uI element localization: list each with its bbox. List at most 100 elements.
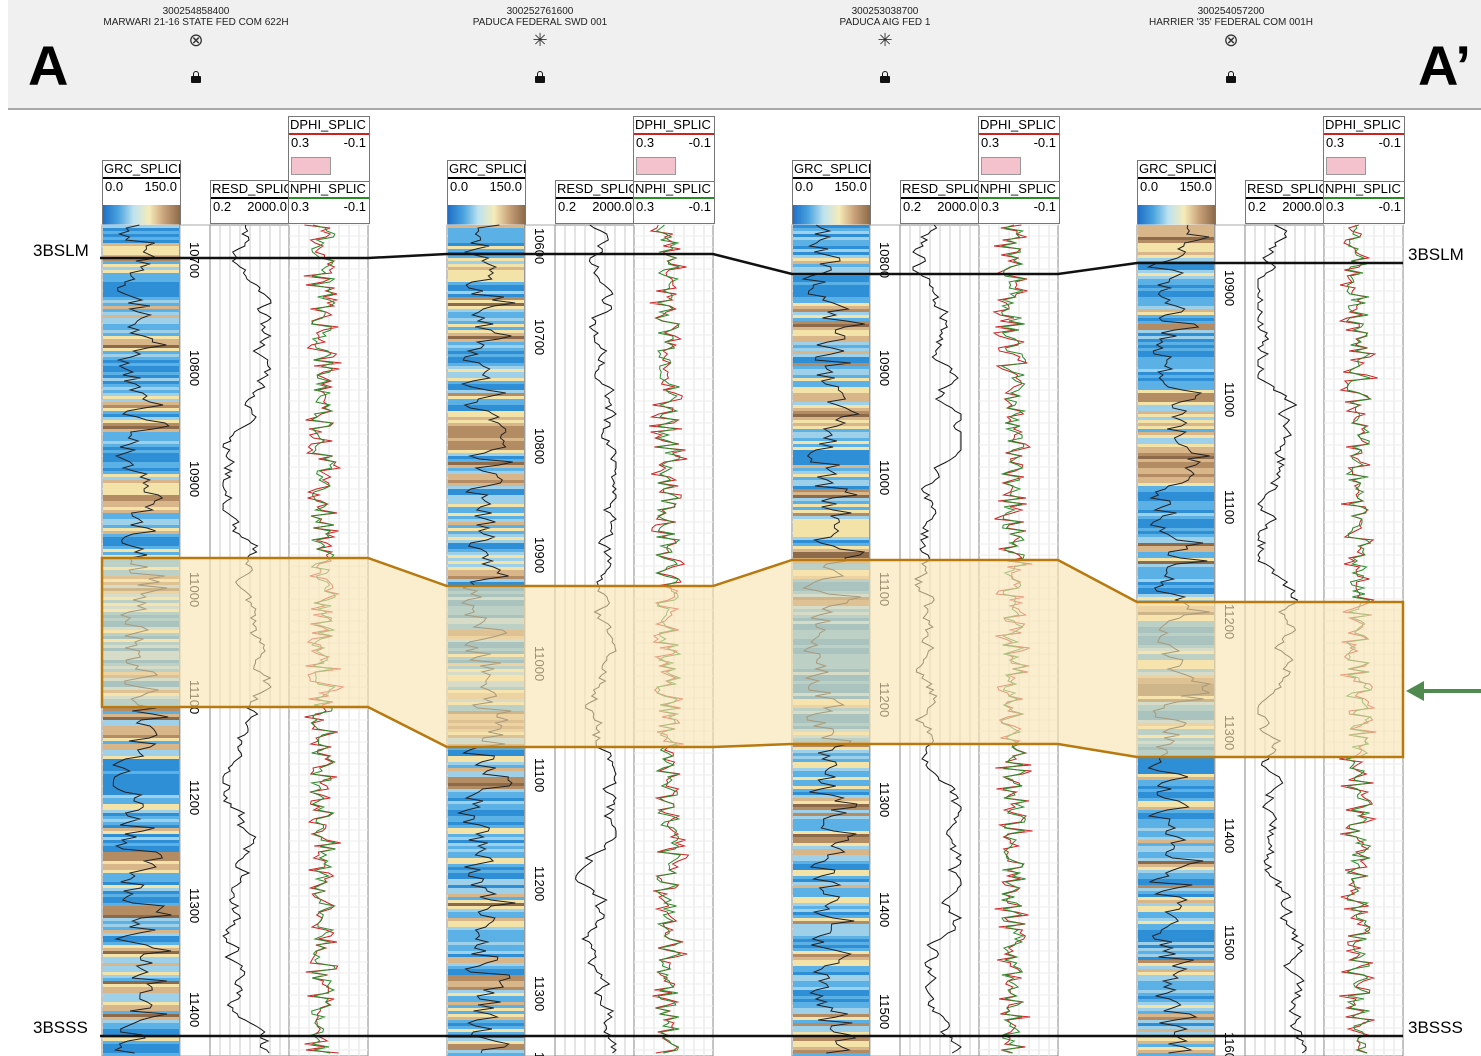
gr-fill-band [103,483,179,486]
gr-fill-band [103,291,179,294]
gr-fill-band [1138,993,1214,996]
gr-fill-band [103,813,179,816]
gr-fill-band [448,483,524,486]
gr-fill-band [1138,495,1214,498]
gr-fill-band [1138,822,1214,825]
gr-fill-band [793,387,869,390]
gr-fill-band [448,876,524,879]
gr-fill-band [1138,315,1214,318]
gr-fill-band [793,807,869,810]
gr-fill-band [103,852,179,855]
gr-fill-band [1138,885,1214,888]
gr-fill-band [103,492,179,495]
depth-tick-label: 10700 [187,242,202,278]
gr-fill-band [1138,480,1214,483]
depth-tick-label: 10800 [187,350,202,386]
gr-fill-band [448,819,524,822]
gr-fill-band [793,330,869,333]
gr-fill-band [448,276,524,279]
gr-fill-band [103,282,179,285]
gr-fill-band [448,381,524,384]
gr-fill-band [448,345,524,348]
gr-fill-band [1138,393,1214,396]
gr-fill-band [103,237,179,240]
gr-fill-band [793,285,869,288]
gr-fill-band [1138,330,1214,333]
gr-fill-band [1138,903,1214,906]
gr-fill-band [103,480,179,483]
gr-fill-band [103,246,179,249]
gr-fill-band [103,846,179,849]
gr-fill-band [103,1050,179,1053]
gr-fill-band [1138,996,1214,999]
gr-fill-band [448,393,524,396]
gr-fill-band [1138,423,1214,426]
gr-fill-band [448,768,524,771]
gr-fill-band [448,351,524,354]
gr-fill-band [448,873,524,876]
gr-fill-band [793,933,869,936]
gr-fill-band [793,855,869,858]
gr-fill-band [448,231,524,234]
depth-tick-label: 11500 [1222,925,1237,960]
gr-fill-band [1138,1047,1214,1050]
gr-fill-band [1138,936,1214,939]
gr-fill-band [103,351,179,354]
gr-fill-band [793,921,869,924]
gr-fill-band [1138,225,1214,228]
gr-fill-band [103,822,179,825]
gr-fill-band [103,981,179,984]
gr-fill-band [793,1047,869,1050]
gr-fill-band [793,981,869,984]
gr-fill-band [1138,1014,1214,1017]
top-label-3bsss-left: 3BSSS [33,1018,88,1038]
gr-fill-band [103,900,179,903]
gr-fill-band [793,291,869,294]
gr-fill-band [793,237,869,240]
gr-fill-band [1138,990,1214,993]
gr-fill-band [793,420,869,423]
gr-fill-band [1138,783,1214,786]
gr-fill-band [793,897,869,900]
gr-fill-band [793,342,869,345]
gr-fill-band [448,906,524,909]
gr-fill-band [793,477,869,480]
gr-fill-band [1138,945,1214,948]
gr-fill-band [793,333,869,336]
gr-fill-band [793,798,869,801]
gr-fill-band [103,432,179,435]
gr-fill-band [793,951,869,954]
gr-fill-band [448,801,524,804]
gr-fill-band [1138,948,1214,951]
gr-fill-band [103,513,179,516]
gr-fill-band [1138,534,1214,537]
gr-fill-band [793,468,869,471]
gr-fill-band [793,417,869,420]
gr-fill-band [103,969,179,972]
gr-fill-band [793,960,869,963]
gr-fill-band [103,888,179,891]
gr-fill-band [1138,411,1214,414]
gr-fill-band [103,321,179,324]
gr-fill-band [448,234,524,237]
gr-fill-band [448,315,524,318]
gr-fill-band [448,453,524,456]
gr-fill-band [1138,507,1214,510]
gr-fill-band [793,288,869,291]
depth-tick-label: 11200 [187,780,202,815]
gr-fill-band [103,279,179,282]
gr-fill-band [793,987,869,990]
gr-fill-band [103,402,179,405]
gr-fill-band [448,798,524,801]
gr-fill-band [793,822,869,825]
gr-fill-band [793,423,869,426]
gr-fill-band [103,816,179,819]
gr-fill-band [793,747,869,750]
gr-fill-band [1138,354,1214,357]
gr-fill-band [1138,351,1214,354]
gr-fill-band [793,762,869,765]
gr-fill-band [793,990,869,993]
gr-fill-band [1138,579,1214,582]
gr-fill-band [793,996,869,999]
gr-fill-band [103,537,179,540]
